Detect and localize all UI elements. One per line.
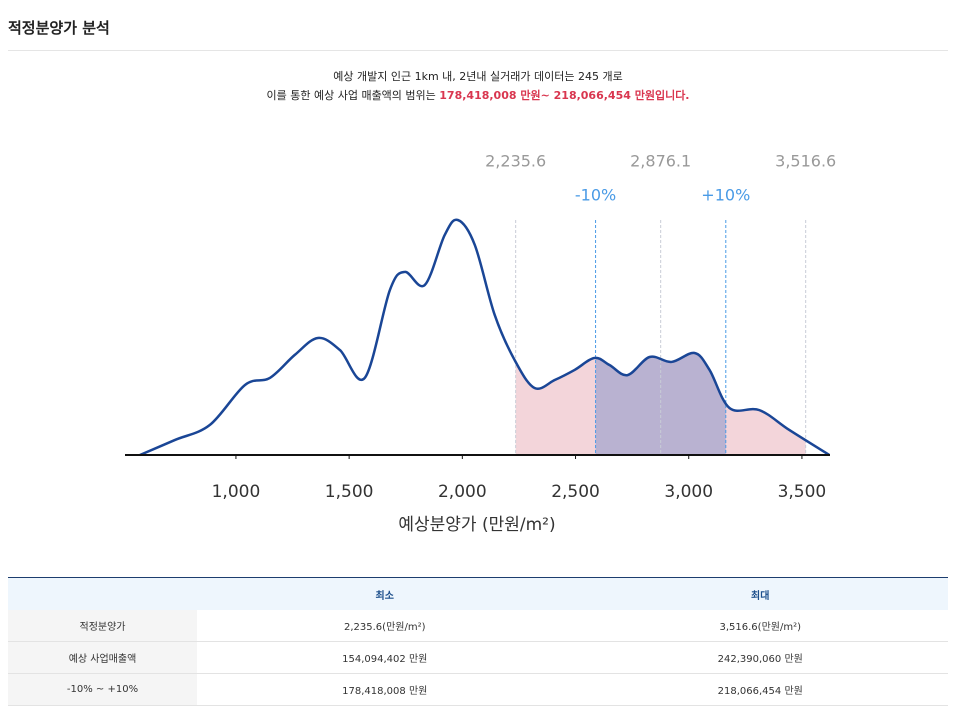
x-tick-label: 3,000 <box>664 482 713 502</box>
x-tick-label: 3,500 <box>778 482 827 502</box>
marker-label: 3,516.6 <box>775 152 836 171</box>
x-tick-label: 1,500 <box>325 482 374 502</box>
row-label: 적정분양가 <box>8 610 197 642</box>
x-tick-label: 2,500 <box>551 482 600 502</box>
density-line <box>139 218 830 457</box>
section-title: 적정분양가 분석 <box>8 19 110 37</box>
description: 예상 개발지 인근 1km 내, 2년내 실거래가 데이터는 245 개로 <box>333 70 623 83</box>
description: 이를 통한 예상 사업 매출액의 범위는 178,418,008 만원~ 218… <box>0 87 956 103</box>
chart: 예상분양가 (만원/m²) 2,235.6 2,876.1 3,516.6 -10% +… <box>125 152 836 535</box>
cell: 2,235.6(만원/m²) <box>197 610 573 642</box>
cell: 178,418,008 만원 <box>197 673 573 706</box>
row-label: 예상 사업매출액 <box>8 641 197 674</box>
header-cell <box>8 577 197 610</box>
x-tick-label: 1,000 <box>212 482 261 502</box>
range-marker-label: -10% <box>575 186 616 205</box>
x-axis-title: 예상분양가 (만원/m²) <box>398 515 555 535</box>
description-text: 이를 통한 예상 사업 매출액의 범위는 <box>266 89 440 102</box>
header-cell: 최대 <box>572 577 948 610</box>
x-tick-label: 2,000 <box>438 482 487 502</box>
header-cell: 최소 <box>197 577 573 610</box>
marker-label: 2,876.1 <box>630 152 691 171</box>
range-marker-label: +10% <box>701 186 750 205</box>
cell: 218,066,454 만원 <box>572 673 948 706</box>
range-highlight: 178,418,008 만원~ 218,066,454 만원입니다. <box>439 89 690 102</box>
cell: 3,516.6(만원/m²) <box>572 610 948 642</box>
inner-range-area <box>595 352 726 455</box>
cell: 154,094,402 만원 <box>197 641 573 674</box>
cell: 242,390,060 만원 <box>572 641 948 674</box>
divider <box>8 50 948 51</box>
row-label: -10% ~ +10% <box>8 673 197 706</box>
summary-table: 최소 최대 적정분양가 2,235.6(만원/m²) 3,516.6(만원/m²) 예… <box>8 577 948 706</box>
marker-label: 2,235.6 <box>485 152 546 171</box>
